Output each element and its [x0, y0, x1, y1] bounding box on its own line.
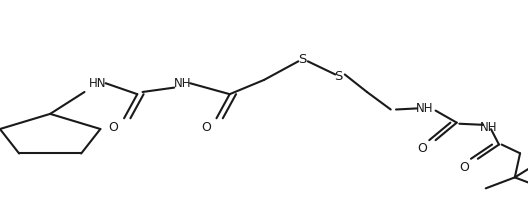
Text: S: S [334, 70, 342, 83]
Text: O: O [201, 120, 211, 134]
Text: S: S [298, 53, 306, 66]
Text: O: O [460, 161, 469, 174]
Text: HN: HN [89, 77, 107, 90]
Text: NH: NH [416, 102, 434, 115]
Text: NH: NH [173, 77, 191, 90]
Text: NH: NH [479, 120, 497, 134]
Text: O: O [418, 142, 427, 155]
Text: O: O [109, 120, 118, 134]
